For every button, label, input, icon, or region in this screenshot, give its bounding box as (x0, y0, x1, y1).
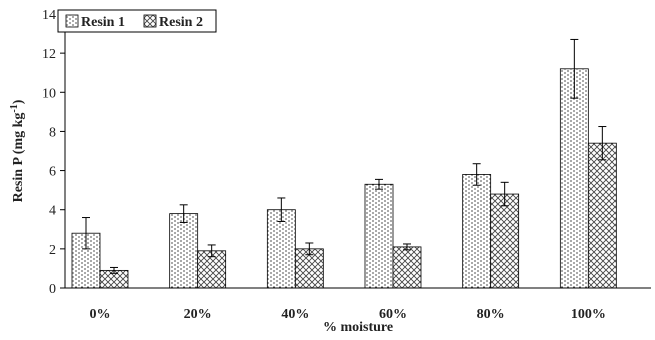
bar-resin-2 (294, 248, 324, 289)
x-tick-label: 60% (379, 307, 407, 322)
legend-label-resin-2: Resin 2 (159, 15, 203, 30)
legend-label-resin-1: Resin 1 (81, 15, 125, 30)
y-axis-title-superscript: -1 (9, 104, 20, 112)
bar-resin-1 (364, 183, 394, 289)
x-tick-label: 100% (571, 307, 606, 322)
y-tick-label: 12 (42, 47, 56, 62)
bar-resin-2 (490, 193, 520, 289)
y-axis-title: Resin P (mg kg-1) (9, 99, 26, 202)
y-tick-label: 10 (42, 86, 56, 101)
y-tick-label: 4 (49, 204, 56, 219)
x-tick-label: 40% (281, 307, 309, 322)
bars (71, 68, 617, 289)
x-tick-label: 80% (477, 307, 505, 322)
bar-resin-2 (392, 246, 422, 289)
legend-box (57, 9, 217, 33)
y-axis-ticks: 0 2 4 6 8 10 12 14 (42, 8, 65, 297)
y-axis-title-end: ) (11, 99, 26, 104)
error-bars (82, 38, 607, 274)
x-axis-title: % moisture (323, 320, 393, 335)
bar-resin-1 (559, 68, 589, 289)
bar-resin-1 (462, 174, 492, 289)
y-tick-label: 0 (49, 282, 56, 297)
legend-swatch-resin-2 (143, 14, 157, 28)
y-tick-label: 6 (49, 165, 56, 180)
y-tick-label: 14 (42, 8, 56, 23)
legend: Resin 1 Resin 2 (57, 9, 217, 33)
y-tick-label: 8 (49, 125, 56, 140)
x-tick-label: 20% (184, 307, 212, 322)
y-tick-label: 2 (49, 243, 56, 258)
y-axis-title-main: Resin P (mg kg (11, 113, 26, 203)
bar-resin-2 (587, 142, 617, 289)
x-axis-labels: 0% 20% 40% 60% 80% 100% (90, 307, 606, 322)
x-tick-label: 0% (90, 307, 111, 322)
legend-swatch-resin-1 (65, 14, 79, 28)
bar-resin-1 (169, 213, 199, 289)
